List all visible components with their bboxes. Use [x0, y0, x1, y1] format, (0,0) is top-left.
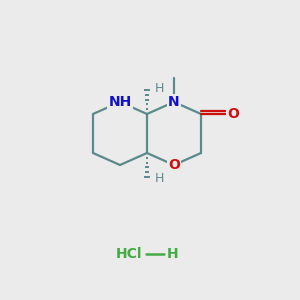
- Text: NH: NH: [108, 95, 132, 109]
- Text: H: H: [154, 82, 164, 95]
- Text: N: N: [168, 95, 180, 109]
- Text: H: H: [167, 247, 178, 260]
- Text: O: O: [168, 158, 180, 172]
- Text: HCl: HCl: [116, 247, 142, 260]
- Text: O: O: [227, 107, 239, 121]
- Text: H: H: [154, 172, 164, 185]
